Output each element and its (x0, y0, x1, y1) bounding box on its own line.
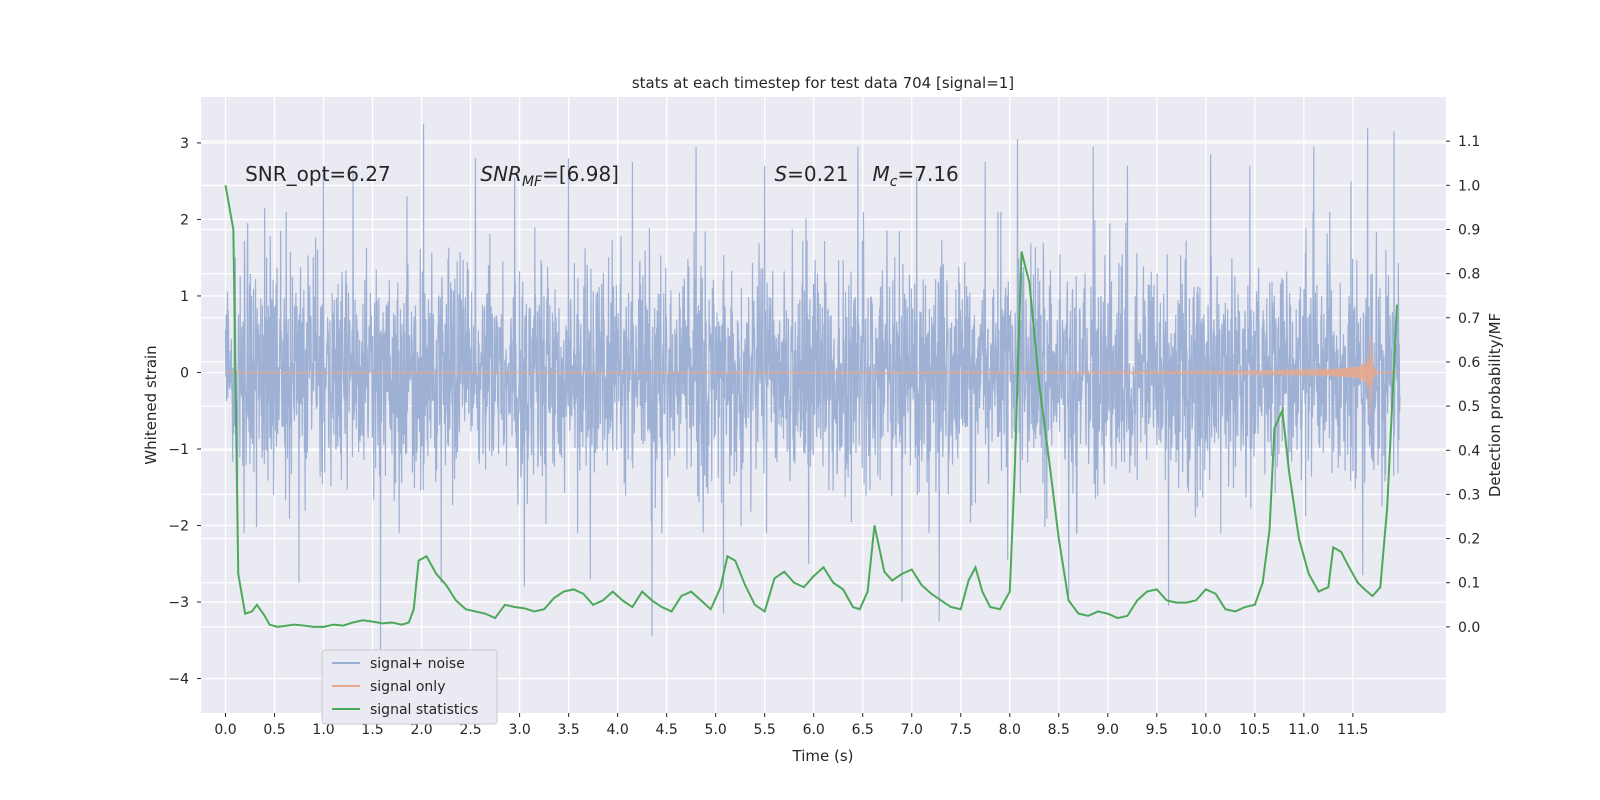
signal-statistics-line (224, 185, 1398, 628)
x-tick-label-12: 6.0 (803, 722, 825, 738)
y2-axis-label: Detection probability/MF (1486, 313, 1504, 497)
annotation-2: S=0.21 (774, 162, 848, 186)
y-tick-label-6: −3 (168, 595, 189, 611)
series-signal-statistics (224, 185, 1398, 628)
y-tick-label-2: 1 (180, 289, 189, 305)
annotation-3: Mc=7.16 (873, 162, 959, 190)
signal-plus-noise-line (224, 123, 1401, 660)
legend-box (321, 649, 498, 725)
x-tick-label-18: 9.0 (1097, 722, 1119, 738)
y2-tick-label-6: 0.5 (1458, 399, 1480, 415)
x-tick-label-1: 0.5 (263, 722, 285, 738)
x-axis-ticks: 0.0 0.5 1.0 1.5 2.0 2.5 3.0 3.5 4.0 4.5 5.0 5.5 6.0 6… (214, 713, 1368, 738)
signal-only-line (225, 336, 1400, 418)
legend-label-signal-only: signal only (370, 679, 445, 695)
x-tick-label-3: 1.5 (361, 722, 383, 738)
x-tick-label-7: 3.5 (557, 722, 579, 738)
x-tick-label-23: 11.5 (1337, 722, 1368, 738)
annotations: SNR_opt=6.27 SNRMF=[6.98] S=0.21 Mc=7.16 (245, 162, 959, 190)
x-tick-label-20: 10.0 (1190, 722, 1221, 738)
annotation-0: SNR_opt=6.27 (245, 162, 391, 186)
x-tick-label-14: 7.0 (901, 722, 923, 738)
x-tick-label-10: 5.0 (705, 722, 727, 738)
y2-tick-label-8: 0.3 (1458, 487, 1480, 503)
x-tick-label-9: 4.5 (656, 722, 678, 738)
y-tick-label-4: −1 (168, 442, 189, 458)
y2-tick-label-10: 0.1 (1458, 576, 1480, 592)
annotation-1: SNRMF=[6.98] (480, 162, 619, 190)
y2-tick-label-3: 0.8 (1458, 267, 1480, 283)
y-axis-label: Whitened strain (142, 345, 160, 464)
y2-tick-label-7: 0.4 (1458, 443, 1480, 459)
x-tick-label-19: 9.5 (1146, 722, 1168, 738)
x-tick-label-8: 4.0 (607, 722, 629, 738)
y2-tick-label-4: 0.7 (1458, 311, 1480, 327)
y2-axis-ticks: 1.1 1.0 0.9 0.8 0.7 0.6 0.5 0.4 0.3 0.2 0.1 0.0 (1446, 134, 1480, 636)
y-tick-label-5: −2 (168, 519, 189, 535)
y-tick-label-7: −4 (168, 672, 189, 688)
x-tick-label-11: 5.5 (754, 722, 776, 738)
x-tick-label-6: 3.0 (508, 722, 530, 738)
y2-tick-label-1: 1.0 (1458, 178, 1480, 194)
x-tick-label-2: 1.0 (312, 722, 334, 738)
y2-tick-label-5: 0.6 (1458, 355, 1480, 371)
x-tick-label-17: 8.5 (1048, 722, 1070, 738)
legend-label-signal-statistics: signal statistics (370, 702, 478, 718)
x-tick-label-0: 0.0 (214, 722, 236, 738)
chart-title: stats at each timestep for test data 704… (632, 74, 1014, 92)
x-tick-label-5: 2.5 (459, 722, 481, 738)
x-tick-label-21: 10.5 (1239, 722, 1270, 738)
legend-label-signal-plus-noise: signal+ noise (370, 656, 465, 672)
y-tick-label-1: 2 (180, 212, 189, 228)
x-tick-label-22: 11.0 (1288, 722, 1319, 738)
y2-tick-label-9: 0.2 (1458, 532, 1480, 548)
x-axis-label: Time (s) (792, 747, 854, 765)
y-axis-ticks: 3 2 1 0 −1 −2 −3 −4 (168, 136, 201, 688)
legend: signal+ noise signal only signal statist… (321, 649, 498, 725)
x-tick-label-16: 8.0 (999, 722, 1021, 738)
y-tick-label-3: 0 (180, 365, 189, 381)
x-tick-label-13: 6.5 (852, 722, 874, 738)
x-tick-label-4: 2.0 (410, 722, 432, 738)
x-tick-label-15: 7.5 (950, 722, 972, 738)
series-signal-only (225, 336, 1400, 418)
y2-tick-label-0: 1.1 (1458, 134, 1480, 150)
y2-tick-label-11: 0.0 (1458, 620, 1480, 636)
y2-tick-label-2: 0.9 (1458, 222, 1480, 238)
series-signal-plus-noise (224, 123, 1401, 660)
y-tick-label-0: 3 (180, 136, 189, 152)
